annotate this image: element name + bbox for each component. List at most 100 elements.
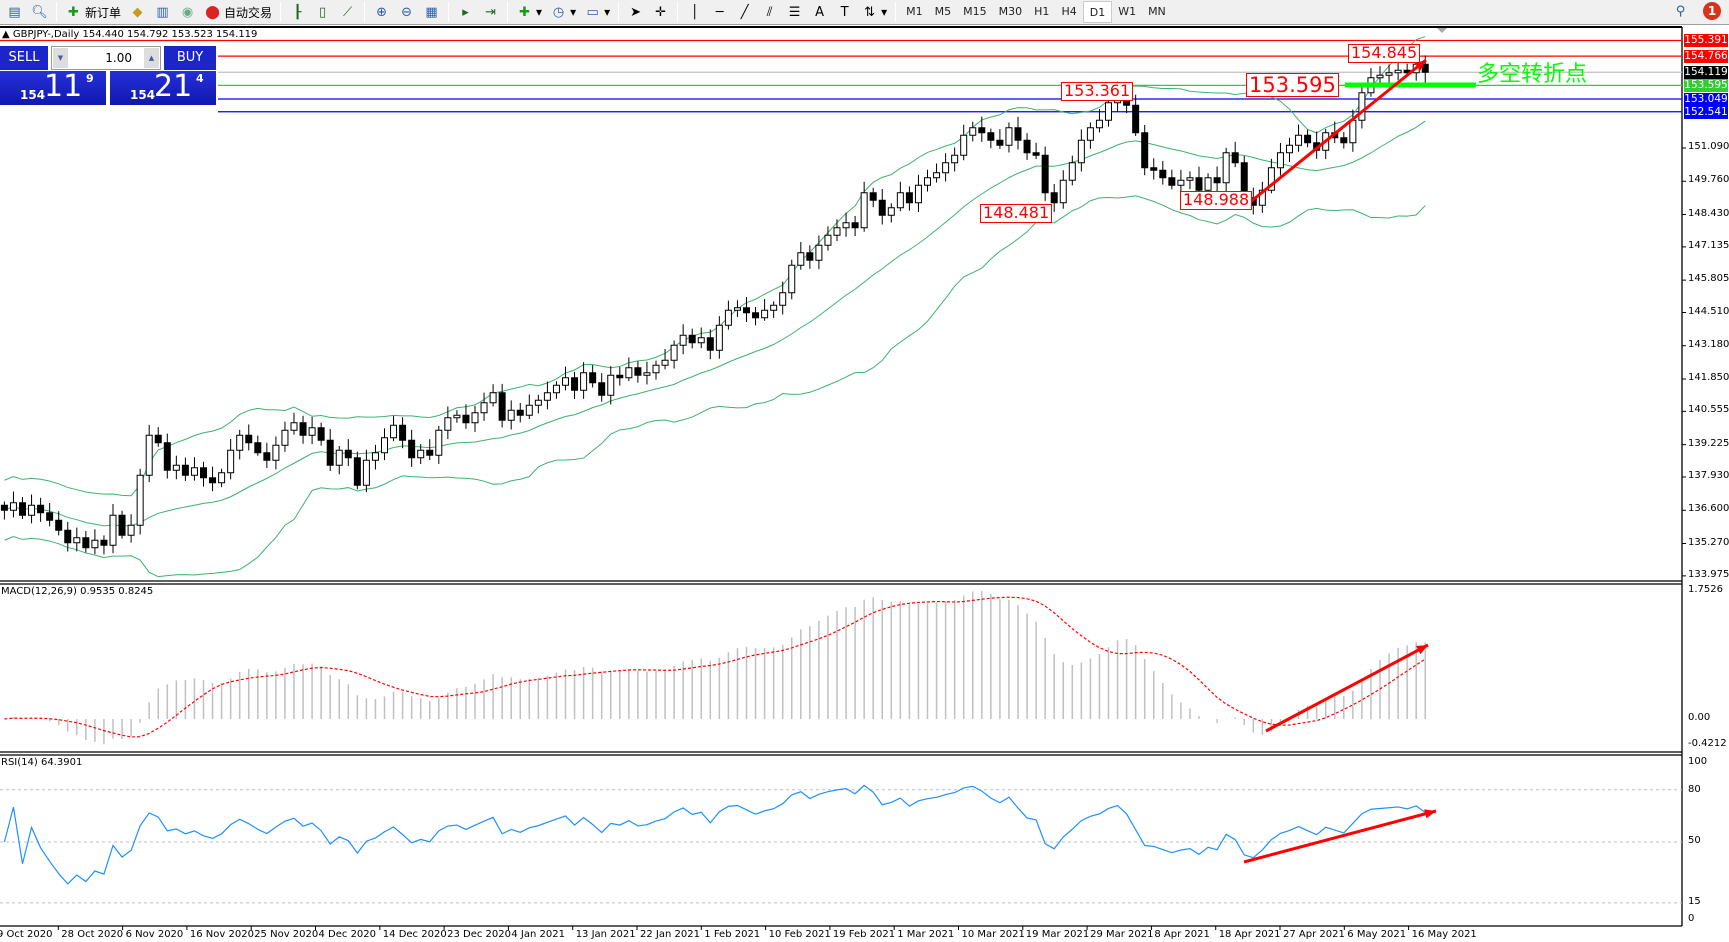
vertical-line-button[interactable]: │ bbox=[682, 1, 707, 23]
date-axis-label: 18 Apr 2021 bbox=[1218, 929, 1281, 940]
timeframe-m30[interactable]: M30 bbox=[998, 5, 1023, 18]
tile-windows-icon: ▦ bbox=[425, 4, 438, 20]
bearish-candle bbox=[0, 504, 8, 511]
timeframe-m5[interactable]: M5 bbox=[934, 5, 952, 18]
bullish-candle bbox=[1177, 179, 1185, 186]
lot-decrease-button[interactable]: ▼ bbox=[53, 48, 68, 68]
buy-button[interactable]: BUY bbox=[164, 46, 216, 70]
signals-button[interactable]: ◉ bbox=[175, 1, 200, 23]
bollinger-lower bbox=[4, 195, 1426, 578]
timeframe-mn[interactable]: MN bbox=[1148, 5, 1166, 18]
price-line-label: 153.049 bbox=[1684, 93, 1728, 107]
separator bbox=[618, 2, 620, 22]
date-axis-label: 4 Jan 2021 bbox=[511, 929, 565, 940]
macd-trend-arrow-head bbox=[1416, 645, 1428, 655]
bullish-candle bbox=[942, 162, 950, 174]
cursor-button[interactable]: ➤ bbox=[623, 1, 648, 23]
bearish-candle bbox=[181, 464, 189, 476]
zoom-out-button[interactable]: ⊖ bbox=[394, 1, 419, 23]
bar-chart-button[interactable]: ┠ bbox=[285, 1, 310, 23]
profiles-button[interactable]: 🔍︎ bbox=[27, 1, 52, 23]
separator bbox=[677, 2, 679, 22]
annotation-pivot-price[interactable]: 153.595 bbox=[1246, 73, 1339, 98]
bullish-candle bbox=[534, 399, 542, 406]
new-chart-icon: ▤ bbox=[8, 4, 21, 20]
annotation-top-label[interactable]: 154.845 bbox=[1348, 44, 1421, 63]
macd-trend-arrow bbox=[1265, 643, 1429, 733]
timeframe-m15[interactable]: M15 bbox=[963, 5, 987, 18]
bearish-candle bbox=[37, 504, 45, 514]
bullish-candle bbox=[914, 184, 922, 204]
bearish-candle bbox=[1023, 139, 1031, 154]
bid-price-button[interactable]: 154 11 9 bbox=[0, 69, 106, 105]
navigator-button[interactable]: ▥ bbox=[150, 1, 175, 23]
separator bbox=[448, 2, 450, 22]
bearish-candle bbox=[1340, 137, 1348, 144]
new-order-button[interactable]: ✚ 新订单 bbox=[61, 1, 125, 23]
bearish-candle bbox=[743, 307, 750, 314]
zoom-in-button[interactable]: ⊕ bbox=[369, 1, 394, 23]
crosshair-button[interactable]: ✛ bbox=[648, 1, 673, 23]
lot-increase-button[interactable]: ▲ bbox=[144, 48, 159, 68]
equidistant-channel-button[interactable]: ⫽ bbox=[757, 1, 782, 23]
tile-windows-button[interactable]: ▦ bbox=[419, 1, 444, 23]
bullish-candle bbox=[471, 412, 479, 424]
timeframe-h1[interactable]: H1 bbox=[1034, 5, 1050, 18]
notification-badge[interactable]: 1 bbox=[1703, 2, 1721, 20]
annotation-low2-label[interactable]: 148.988 bbox=[1180, 191, 1253, 210]
timeframe-d1[interactable]: D1 bbox=[1082, 1, 1113, 23]
auto-trading-button[interactable]: ⬤ 自动交易 bbox=[200, 1, 276, 23]
line-chart-button[interactable]: ⟋ bbox=[335, 1, 360, 23]
timeframe-w1[interactable]: W1 bbox=[1118, 5, 1137, 18]
text-label-button[interactable]: T bbox=[832, 1, 857, 23]
bullish-candle bbox=[362, 459, 370, 486]
arrows-button[interactable]: ⇅ ▾ bbox=[857, 1, 891, 23]
horizontal-line-button[interactable]: ─ bbox=[707, 1, 732, 23]
bearish-candle bbox=[19, 502, 26, 516]
auto-scroll-button[interactable]: ▸ bbox=[453, 1, 478, 23]
rsi-axis-label: 0 bbox=[1688, 913, 1695, 924]
periods-button[interactable]: ◷ ▾ bbox=[546, 1, 580, 23]
bullish-candle bbox=[272, 444, 280, 461]
bullish-candle bbox=[1095, 119, 1103, 129]
bid-big: 154 bbox=[20, 88, 46, 102]
annotation-low-label[interactable]: 148.481 bbox=[980, 204, 1053, 223]
annotation-high-label[interactable]: 153.361 bbox=[1061, 82, 1134, 101]
bullish-candle bbox=[933, 172, 941, 179]
separator bbox=[280, 2, 282, 22]
chart-title: ▲ GBPJPY-,Daily 154.440 154.792 153.523 … bbox=[2, 29, 258, 40]
lot-value: 1.00 bbox=[105, 51, 132, 65]
date-axis-label: 22 Jan 2021 bbox=[640, 929, 700, 940]
rsi-axis-label: 100 bbox=[1688, 756, 1708, 767]
new-chart-button[interactable]: ▤ bbox=[2, 1, 27, 23]
sell-button[interactable]: SELL bbox=[0, 46, 48, 70]
templates-button[interactable]: ▭ ▾ bbox=[580, 1, 614, 23]
search-icon[interactable]: ⚲ bbox=[1675, 3, 1686, 19]
pivot-point-text[interactable]: 多空转折点 bbox=[1477, 62, 1588, 87]
bullish-candle bbox=[643, 372, 651, 376]
text-button[interactable]: A bbox=[807, 1, 832, 23]
candle-chart-button[interactable]: ▯ bbox=[310, 1, 335, 23]
bearish-candle bbox=[1421, 63, 1429, 73]
text-icon: A bbox=[815, 4, 825, 20]
magnifier-window-icon: 🔍︎ bbox=[31, 4, 48, 20]
ask-price-button[interactable]: 154 21 4 bbox=[110, 69, 216, 105]
timeframe-h4[interactable]: H4 bbox=[1061, 5, 1077, 18]
bullish-candle bbox=[679, 334, 687, 346]
trendline-button[interactable]: ╱ bbox=[732, 1, 757, 23]
bearish-candle bbox=[869, 192, 877, 201]
arrows-icon: ⇅ bbox=[864, 4, 876, 20]
date-axis-label: 27 Apr 2021 bbox=[1283, 929, 1345, 940]
indicators-button[interactable]: ✚ ▾ bbox=[512, 1, 546, 23]
bearish-candle bbox=[978, 127, 986, 134]
bearish-candle bbox=[1231, 152, 1239, 164]
bearish-candle bbox=[1050, 192, 1058, 204]
metaeditor-button[interactable]: ◆ bbox=[125, 1, 150, 23]
bearish-candle bbox=[598, 382, 606, 396]
fibonacci-button[interactable]: ☰ bbox=[782, 1, 807, 23]
chart-shift-button[interactable]: ⇥ bbox=[478, 1, 503, 23]
lot-size-input[interactable]: ▼ 1.00 ▲ bbox=[51, 46, 161, 70]
timeframe-m1[interactable]: M1 bbox=[906, 5, 923, 18]
price-tick-label: 151.090 bbox=[1688, 141, 1729, 152]
